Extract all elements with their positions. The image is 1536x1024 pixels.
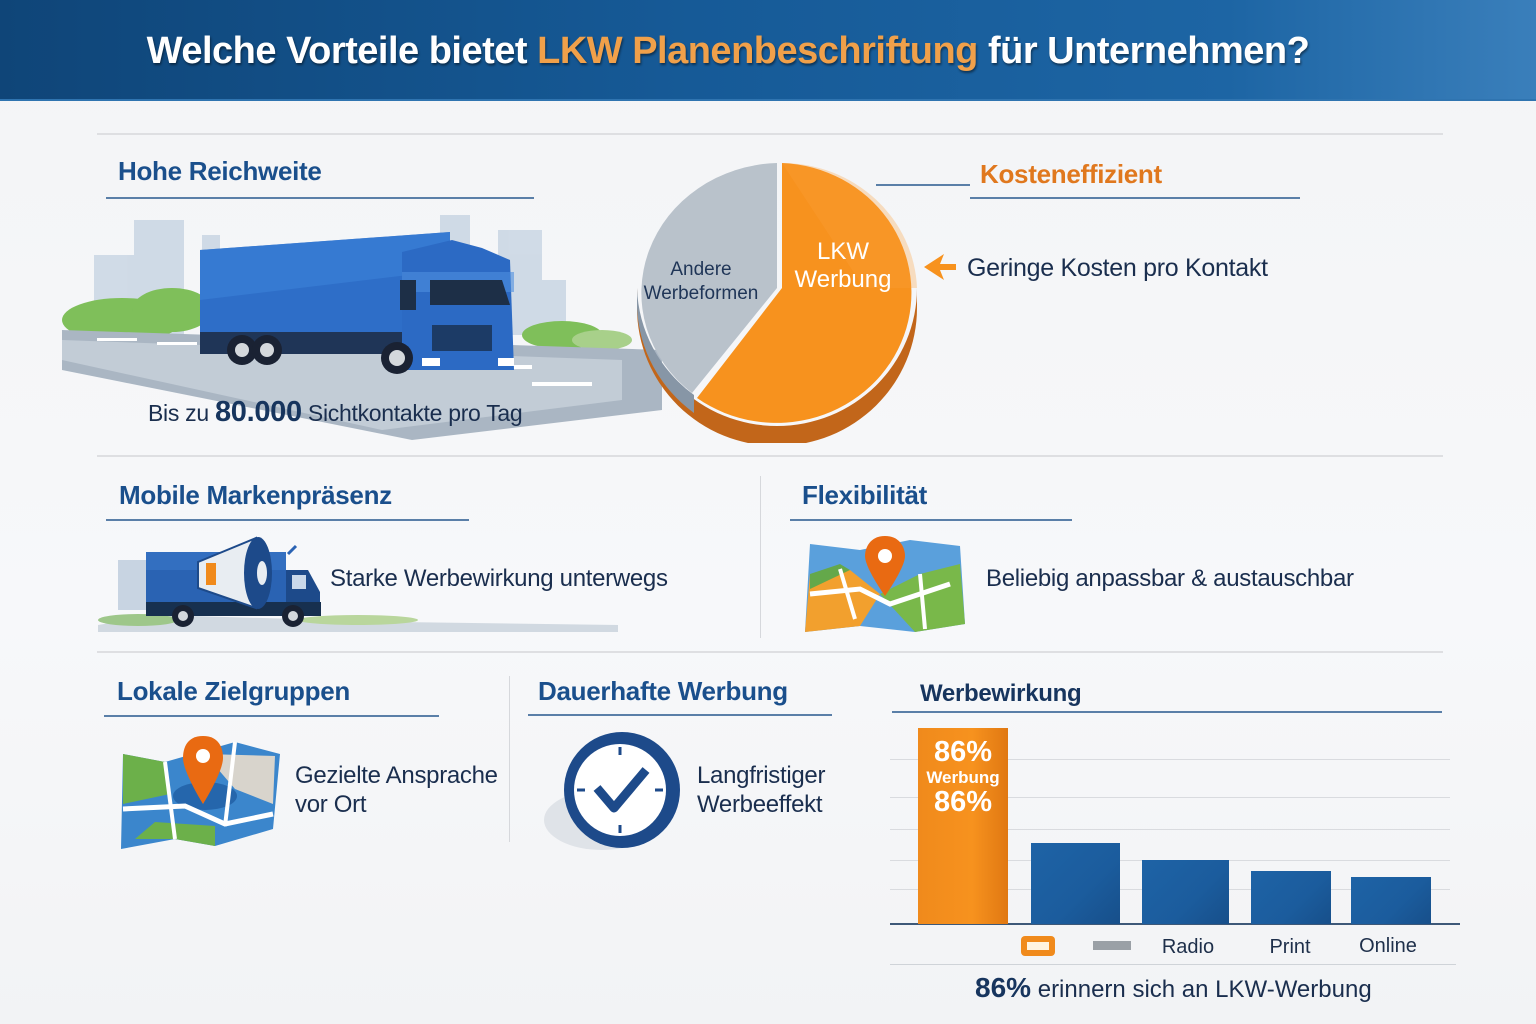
pie-chart-graphic [637, 162, 917, 443]
map-pin-icon [121, 736, 280, 849]
section-underline [106, 519, 469, 521]
arrow-left-icon [924, 254, 956, 280]
reichweite-text: Bis zu 80.000 Sichtkontakte pro Tag [148, 396, 523, 428]
lokal-text: Gezielte Ansprache vor Ort [295, 762, 498, 818]
title-suffix: für Unternehmen? [977, 30, 1310, 72]
bar-chart: 86% Werbung 86% [890, 712, 1460, 927]
section-title: Werbewirkung [920, 680, 1082, 707]
x-label-online: Online [1359, 935, 1417, 957]
gridline [890, 829, 1450, 830]
werbewirkung-footer: 86% erinnern sich an LKW-Werbung [975, 972, 1372, 1003]
gray-marker-icon [1093, 941, 1131, 950]
kosten-text: Geringe Kosten pro Kontakt [967, 254, 1268, 282]
bar-print [1251, 871, 1331, 924]
clock-check-icon [544, 732, 680, 850]
divider-top [97, 133, 1443, 135]
section-underline [528, 714, 832, 716]
x-label-print: Print [1269, 936, 1311, 958]
section-title: Hohe Reichweite [118, 156, 322, 186]
section-underline [104, 715, 439, 717]
section-underline [790, 519, 1072, 521]
divider-vertical-mid [760, 476, 761, 638]
orange-marker-icon [1021, 936, 1055, 956]
section-title: Mobile Markenpräsenz [119, 480, 392, 510]
reichweite-number: 80.000 [214, 396, 302, 428]
title-prefix: Welche Vorteile bietet [146, 30, 538, 72]
title-highlight: LKW Planenbeschriftung [537, 30, 978, 72]
megaphone-truck-icon [98, 536, 618, 632]
divider-lower [97, 651, 1443, 653]
truck-city-icon [62, 215, 662, 440]
section-title: Flexibilität [802, 480, 927, 510]
section-title: Kosteneffizient [980, 159, 1162, 189]
gridline [890, 759, 1450, 760]
gridline [890, 797, 1450, 798]
map-pin-icon [805, 536, 965, 632]
pie-label-andere: Andere Werbeformen [643, 259, 759, 304]
section-underline [970, 197, 1300, 199]
bar-online [1351, 877, 1431, 924]
section-title: Lokale Zielgruppen [117, 676, 350, 706]
header-banner: Welche Vorteile bietet LKW Planenbeschri… [0, 0, 1536, 101]
mobile-text: Starke Werbewirkung unterwegs [330, 565, 668, 592]
flex-text: Beliebig anpassbar & austauschbar [986, 565, 1354, 592]
bar-lkw: 86% Werbung 86% [918, 728, 1008, 924]
pie-label-lkw: LKW Werbung [794, 238, 892, 293]
dauer-text: Langfristiger Werbeeffekt [697, 762, 826, 818]
x-label-radio: Radio [1161, 936, 1215, 958]
section-underline [892, 711, 1442, 713]
connector-line [876, 184, 970, 186]
chart-footer-divider [890, 964, 1456, 965]
bar-radio [1142, 860, 1229, 924]
x-axis [890, 923, 1460, 925]
page-title: Welche Vorteile bietet LKW Planenbeschri… [0, 30, 1456, 73]
bar-category-2 [1031, 843, 1120, 924]
divider-middle [97, 455, 1443, 457]
section-title: Dauerhafte Werbung [538, 676, 788, 706]
footer-number: 86% [975, 972, 1032, 1003]
divider-vertical-bottom [509, 676, 510, 842]
section-underline [106, 197, 534, 199]
